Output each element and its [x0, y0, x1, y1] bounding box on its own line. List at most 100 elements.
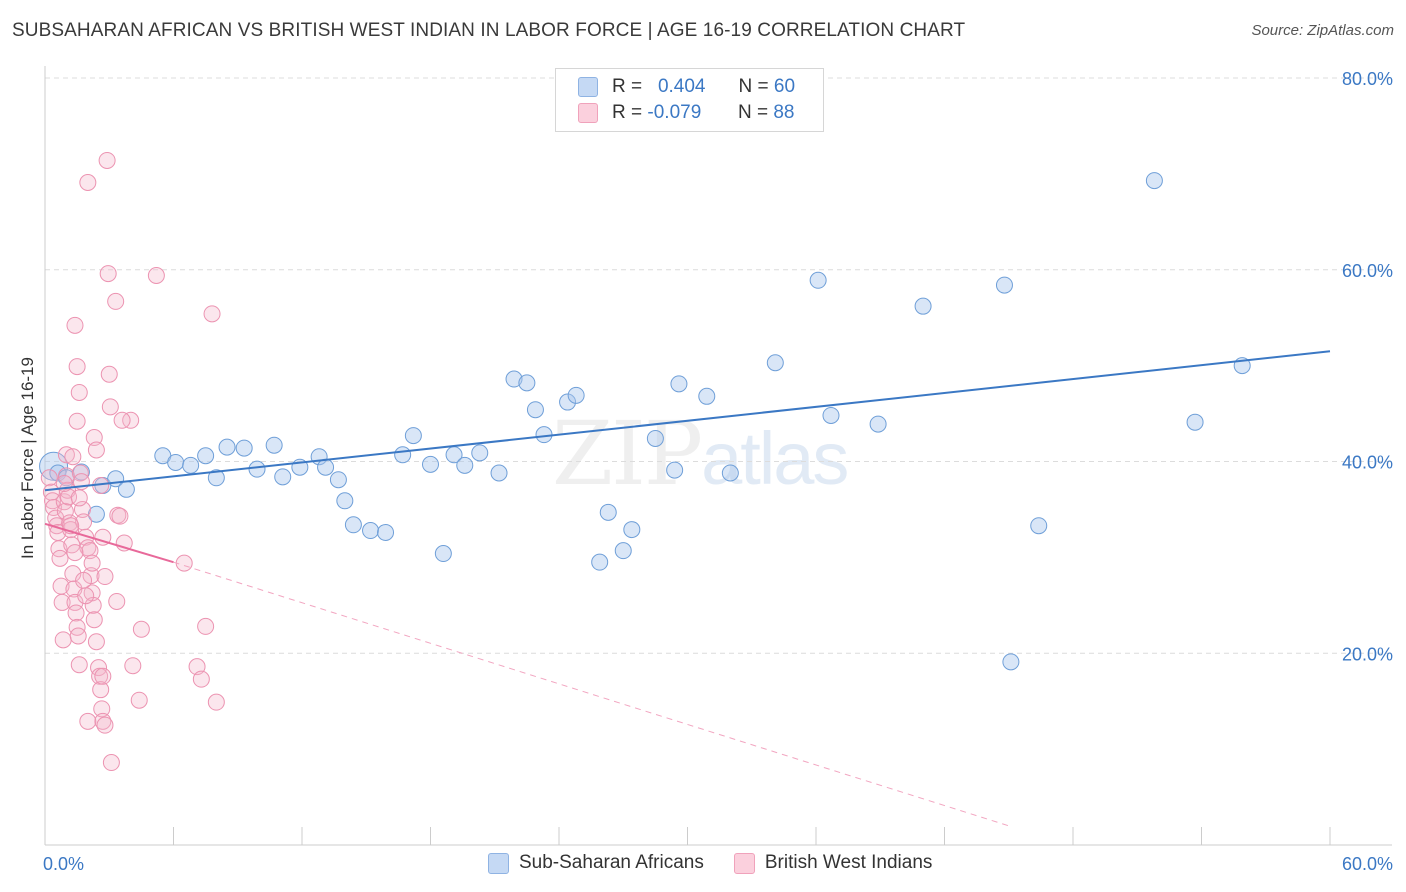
point-british-west-indian [67, 604, 85, 622]
point-british-west-indian [85, 611, 103, 629]
point-subsaharan [207, 469, 225, 487]
point-british-west-indian [69, 627, 87, 645]
point-subsaharan [614, 542, 632, 560]
legend-r-value: 0.404 [657, 76, 706, 97]
y-tick-label: 80.0% [1342, 69, 1393, 89]
point-subsaharan [377, 523, 395, 541]
point-subsaharan [623, 521, 641, 539]
point-british-west-indian [90, 659, 108, 677]
point-subsaharan [265, 436, 283, 454]
point-subsaharan [344, 516, 362, 534]
point-subsaharan [404, 427, 422, 445]
point-british-west-indian [53, 593, 71, 611]
legend-r-label: R = [612, 76, 643, 97]
point-british-west-indian [66, 544, 84, 562]
point-british-west-indian [92, 681, 110, 699]
point-british-west-indian [70, 489, 88, 507]
point-british-west-indian [102, 754, 120, 772]
point-british-west-indian [130, 691, 148, 709]
point-subsaharan [422, 455, 439, 473]
point-british-west-indian [70, 383, 88, 401]
point-subsaharan [766, 354, 784, 372]
legend-swatch-blue [488, 852, 509, 874]
legend-n-label: N = [738, 76, 769, 97]
point-subsaharan [995, 276, 1013, 294]
point-subsaharan [336, 492, 354, 510]
watermark-zip: ZIP [552, 402, 703, 505]
point-subsaharan [721, 464, 739, 482]
point-british-west-indian [197, 617, 215, 635]
point-british-west-indian [175, 554, 193, 572]
point-subsaharan [869, 415, 887, 433]
y-tick-label: 20.0% [1342, 644, 1393, 664]
series-legend: Sub-Saharan Africans British West Indian… [488, 852, 962, 874]
point-subsaharan [456, 456, 474, 474]
legend-row-pink: R = -0.079 N = 88 [578, 101, 794, 125]
y-tick-label: 60.0% [1342, 261, 1393, 281]
point-subsaharan [248, 460, 266, 478]
source-label: Source: ZipAtlas.com [1251, 22, 1394, 39]
point-british-west-indian [93, 700, 111, 718]
point-subsaharan [599, 503, 617, 521]
point-british-west-indian [70, 656, 88, 674]
point-subsaharan [518, 374, 536, 392]
point-british-west-indian [64, 565, 82, 583]
legend-row-blue: R = 0.404 N = 60 [578, 75, 795, 99]
point-subsaharan [1002, 653, 1020, 671]
trend-line [44, 350, 1331, 492]
watermark: ZIPatlas [552, 402, 849, 505]
point-british-west-indian [40, 469, 58, 487]
point-subsaharan [434, 545, 452, 563]
point-subsaharan [490, 464, 508, 482]
point-british-west-indian [96, 568, 114, 586]
point-british-west-indian [87, 633, 105, 651]
point-subsaharan [329, 471, 347, 489]
point-british-west-indian [203, 305, 221, 323]
point-british-west-indian [96, 716, 114, 734]
point-british-west-indian [107, 292, 125, 310]
point-subsaharan [394, 446, 412, 464]
point-british-west-indian [66, 316, 84, 334]
stats-legend: R = 0.404 N = 60 R = -0.079 N = 88 [555, 68, 824, 132]
legend-n-value: 60 [773, 76, 796, 97]
watermark-atlas: atlas [701, 417, 849, 500]
point-subsaharan [471, 444, 489, 462]
point-subsaharan [235, 439, 253, 457]
point-british-west-indian [79, 174, 97, 192]
legend-r-label: R = [612, 102, 643, 123]
y-axis-label: In Labor Force | Age 16-19 [18, 357, 37, 559]
point-british-west-indian [77, 587, 95, 605]
point-british-west-indian [75, 571, 93, 589]
point-subsaharan [218, 438, 236, 456]
point-british-west-indian [68, 618, 86, 636]
x-tick-label: 0.0% [43, 854, 84, 874]
legend-item-subsaharan[interactable]: Sub-Saharan Africans [488, 852, 704, 874]
point-british-west-indian [64, 448, 82, 466]
legend-n-label: N = [737, 102, 769, 123]
legend-item-british-west-indian[interactable]: British West Indians [733, 852, 932, 874]
point-british-west-indian [54, 631, 72, 649]
point-british-west-indian [108, 592, 126, 610]
point-british-west-indian [94, 667, 112, 685]
point-subsaharan [1186, 413, 1204, 431]
point-subsaharan [591, 553, 609, 571]
point-subsaharan [670, 375, 688, 393]
point-subsaharan [274, 468, 292, 486]
point-subsaharan [1145, 172, 1163, 190]
point-british-west-indian [68, 358, 86, 376]
y-tick-label: 40.0% [1342, 453, 1393, 473]
point-british-west-indian [51, 549, 69, 567]
point-british-west-indian [122, 411, 140, 429]
point-subsaharan [182, 456, 200, 474]
legend-swatch-pink [733, 852, 755, 874]
legend-r-value: -0.079 [647, 102, 702, 123]
point-subsaharan [666, 461, 684, 479]
point-subsaharan [559, 393, 577, 411]
point-subsaharan [167, 453, 185, 471]
point-british-west-indian [79, 712, 97, 730]
point-subsaharan [567, 386, 585, 404]
point-subsaharan [197, 447, 215, 465]
point-british-west-indian [57, 446, 75, 464]
legend-swatch-pink [578, 103, 598, 123]
